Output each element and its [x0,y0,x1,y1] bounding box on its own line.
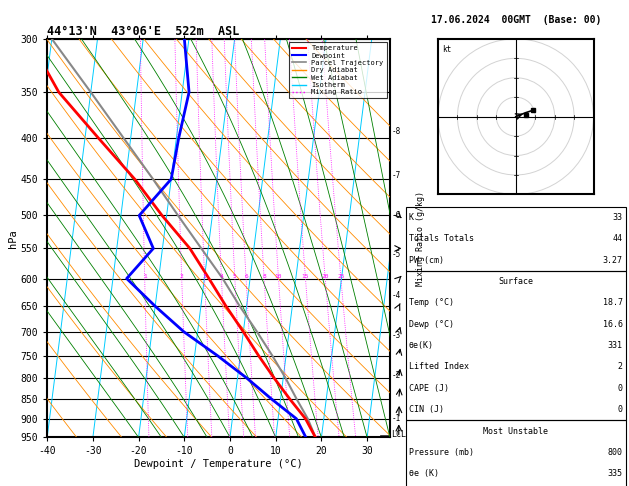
Text: -3: -3 [391,331,401,340]
Text: 2: 2 [618,363,623,371]
Text: 44°13'N  43°06'E  522m  ASL: 44°13'N 43°06'E 522m ASL [47,25,240,38]
Text: 17.06.2024  00GMT  (Base: 00): 17.06.2024 00GMT (Base: 00) [431,15,601,25]
Legend: Temperature, Dewpoint, Parcel Trajectory, Dry Adiabat, Wet Adiabat, Isotherm, Mi: Temperature, Dewpoint, Parcel Trajectory… [289,42,386,98]
Text: 3.27: 3.27 [603,256,623,264]
Text: Pressure (mb): Pressure (mb) [409,448,474,457]
Text: -1: -1 [391,414,401,423]
Text: 25: 25 [337,274,345,278]
Text: 15: 15 [302,274,309,278]
Text: Mixing Ratio (g/kg): Mixing Ratio (g/kg) [416,191,425,286]
Text: LCL: LCL [391,430,406,439]
Text: K: K [409,213,414,222]
Text: -2: -2 [391,371,401,381]
Text: -8: -8 [391,127,401,136]
X-axis label: Dewpoint / Temperature (°C): Dewpoint / Temperature (°C) [134,459,303,469]
Text: 18.7: 18.7 [603,298,623,307]
Text: 33: 33 [613,213,623,222]
Text: CIN (J): CIN (J) [409,405,444,414]
Text: 44: 44 [613,234,623,243]
Text: Most Unstable: Most Unstable [483,427,548,435]
Text: Surface: Surface [498,277,533,286]
Text: -6: -6 [391,211,401,220]
Text: 6: 6 [244,274,248,278]
Text: 4: 4 [220,274,223,278]
Text: 800: 800 [608,448,623,457]
Text: 0: 0 [618,384,623,393]
Text: -4: -4 [391,291,401,300]
Text: 5: 5 [233,274,237,278]
Text: Lifted Index: Lifted Index [409,363,469,371]
Text: 3: 3 [203,274,206,278]
Text: Totals Totals: Totals Totals [409,234,474,243]
Text: 2: 2 [180,274,184,278]
Text: Dewp (°C): Dewp (°C) [409,320,454,329]
Y-axis label: hPa: hPa [8,229,18,247]
Text: -5: -5 [391,250,401,259]
Text: 10: 10 [275,274,282,278]
Text: 8: 8 [262,274,266,278]
Text: 1: 1 [143,274,147,278]
Text: CAPE (J): CAPE (J) [409,384,449,393]
Text: θe(K): θe(K) [409,341,434,350]
Text: θe (K): θe (K) [409,469,439,478]
Text: Temp (°C): Temp (°C) [409,298,454,307]
Text: 0: 0 [618,405,623,414]
Text: 20: 20 [321,274,329,278]
Text: kt: kt [442,45,451,54]
Text: 335: 335 [608,469,623,478]
Text: 16.6: 16.6 [603,320,623,329]
Text: PW (cm): PW (cm) [409,256,444,264]
Text: 331: 331 [608,341,623,350]
Text: -7: -7 [391,171,401,180]
